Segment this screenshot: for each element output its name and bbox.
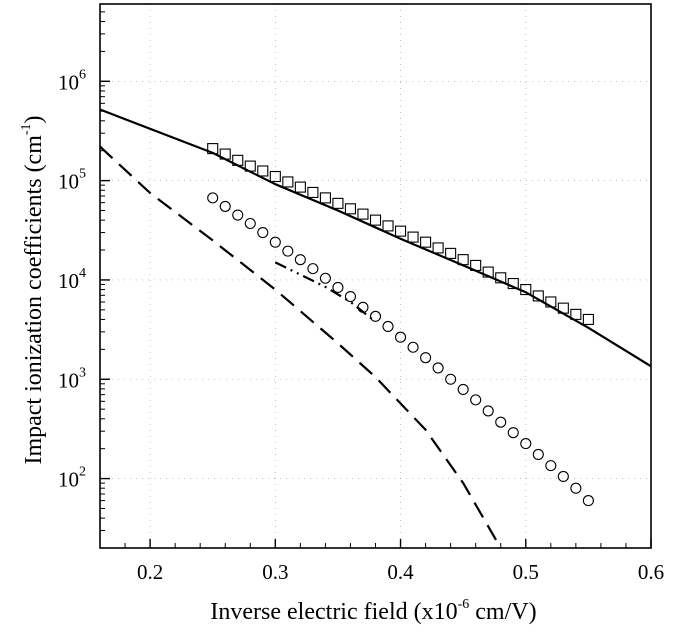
circle-marker: [470, 394, 482, 406]
circle-marker: [269, 236, 281, 248]
y-tick-label: 102: [58, 465, 86, 492]
circle-marker: [232, 209, 244, 221]
square-marker: [382, 220, 394, 232]
square-marker: [394, 225, 407, 237]
circle-marker: [369, 310, 382, 322]
circle-marker: [557, 470, 569, 483]
circle-marker: [282, 245, 294, 257]
solid-line-series: [100, 108, 651, 368]
y-axis-title-prefix: Impact ionization coefficients (cm: [21, 135, 47, 465]
circle-marker: [532, 448, 544, 460]
y-tick-exponent: 4: [79, 266, 86, 281]
y-tick-label: 106: [58, 67, 86, 94]
y-tick-label: 103: [58, 365, 86, 392]
circle-marker: [545, 460, 557, 472]
x-axis-title: Inverse electric field (x10-6 cm/V): [210, 597, 536, 625]
square-marker: [357, 208, 369, 220]
square-marker: [207, 143, 219, 155]
square-marker: [369, 214, 382, 226]
circle-marker: [420, 352, 432, 364]
circle-marker: [319, 272, 331, 284]
circle-marker: [257, 226, 269, 239]
square-marker: [420, 236, 432, 248]
x-tick-label: 0.6: [638, 560, 664, 584]
square-marker: [269, 170, 281, 183]
circle-marker: [219, 200, 231, 212]
grid-lines: [100, 4, 651, 548]
circle-marker: [244, 217, 256, 230]
y-axis-title: Impact ionization coefficients (cm-1): [19, 115, 47, 464]
y-tick-base: 10: [58, 170, 79, 194]
square-marker: [332, 197, 344, 209]
circle-marker: [207, 192, 219, 204]
y-tick-base: 10: [58, 468, 79, 492]
x-tick-label: 0.4: [387, 560, 414, 584]
dashed-line-series: [100, 145, 502, 548]
x-axis-title-prefix: Inverse electric field (x10: [210, 599, 457, 625]
square-marker: [282, 176, 294, 188]
x-axis-title-suffix: cm/V): [469, 599, 536, 625]
circle-marker: [582, 495, 594, 507]
series-layer: [100, 108, 651, 548]
square-marker: [470, 259, 482, 271]
circle-marker: [307, 263, 319, 275]
square-marker: [557, 302, 569, 314]
y-tick-exponent: 6: [79, 67, 86, 82]
x-tick-label: 0.5: [513, 560, 539, 584]
circle-marker: [332, 281, 344, 294]
square-marker: [432, 242, 444, 254]
square-marker: [445, 247, 457, 259]
square-marker: [570, 308, 582, 320]
dash-dot-line-series: [274, 261, 377, 323]
y-axis-title-superscript: -1: [19, 123, 34, 135]
y-tick-label: 105: [58, 167, 86, 194]
circle-marker: [357, 301, 369, 313]
circle-marker: [457, 383, 469, 395]
square-marker: [319, 192, 331, 204]
circle-marker: [570, 482, 582, 494]
y-axis-title-suffix: ): [21, 115, 47, 123]
y-tick-exponent: 2: [79, 465, 86, 480]
circle-marker: [520, 438, 532, 450]
y-tick-base: 10: [58, 70, 79, 94]
circle-marker: [382, 320, 394, 333]
square-marker: [507, 277, 519, 290]
square-marker: [307, 186, 319, 198]
square-marker: [482, 266, 494, 278]
square-marker: [495, 272, 507, 284]
square-marker: [232, 154, 244, 166]
square-marker: [532, 290, 544, 302]
y-tick-exponent: 5: [79, 167, 86, 182]
circle-marker: [495, 416, 507, 428]
plot-frame: [99, 3, 652, 549]
square-marker: [294, 181, 306, 193]
y-tick-base: 10: [58, 269, 79, 293]
square-marker: [520, 284, 532, 296]
square-marker: [582, 313, 594, 326]
circle-marker: [507, 427, 519, 439]
x-tick-label: 0.2: [137, 560, 163, 584]
y-tick-exponent: 3: [79, 365, 86, 380]
circle-marker: [482, 405, 494, 417]
circle-marker: [294, 254, 306, 266]
circle-marker: [445, 373, 457, 385]
y-tick-base: 10: [58, 368, 79, 392]
square-marker: [219, 148, 231, 160]
square-marker: [545, 296, 557, 308]
square-marker: [457, 254, 469, 266]
circle-marker: [394, 331, 407, 343]
square-marker: [407, 231, 419, 243]
circle-marker: [432, 362, 444, 374]
circle-marker: [344, 291, 357, 303]
square-marker: [244, 160, 256, 172]
y-tick-label: 104: [58, 266, 86, 293]
square-marker: [257, 165, 269, 177]
square-marker: [344, 203, 357, 215]
x-axis-title-superscript: -6: [458, 597, 470, 612]
circle-marker: [407, 341, 419, 353]
x-tick-label: 0.3: [262, 560, 288, 584]
